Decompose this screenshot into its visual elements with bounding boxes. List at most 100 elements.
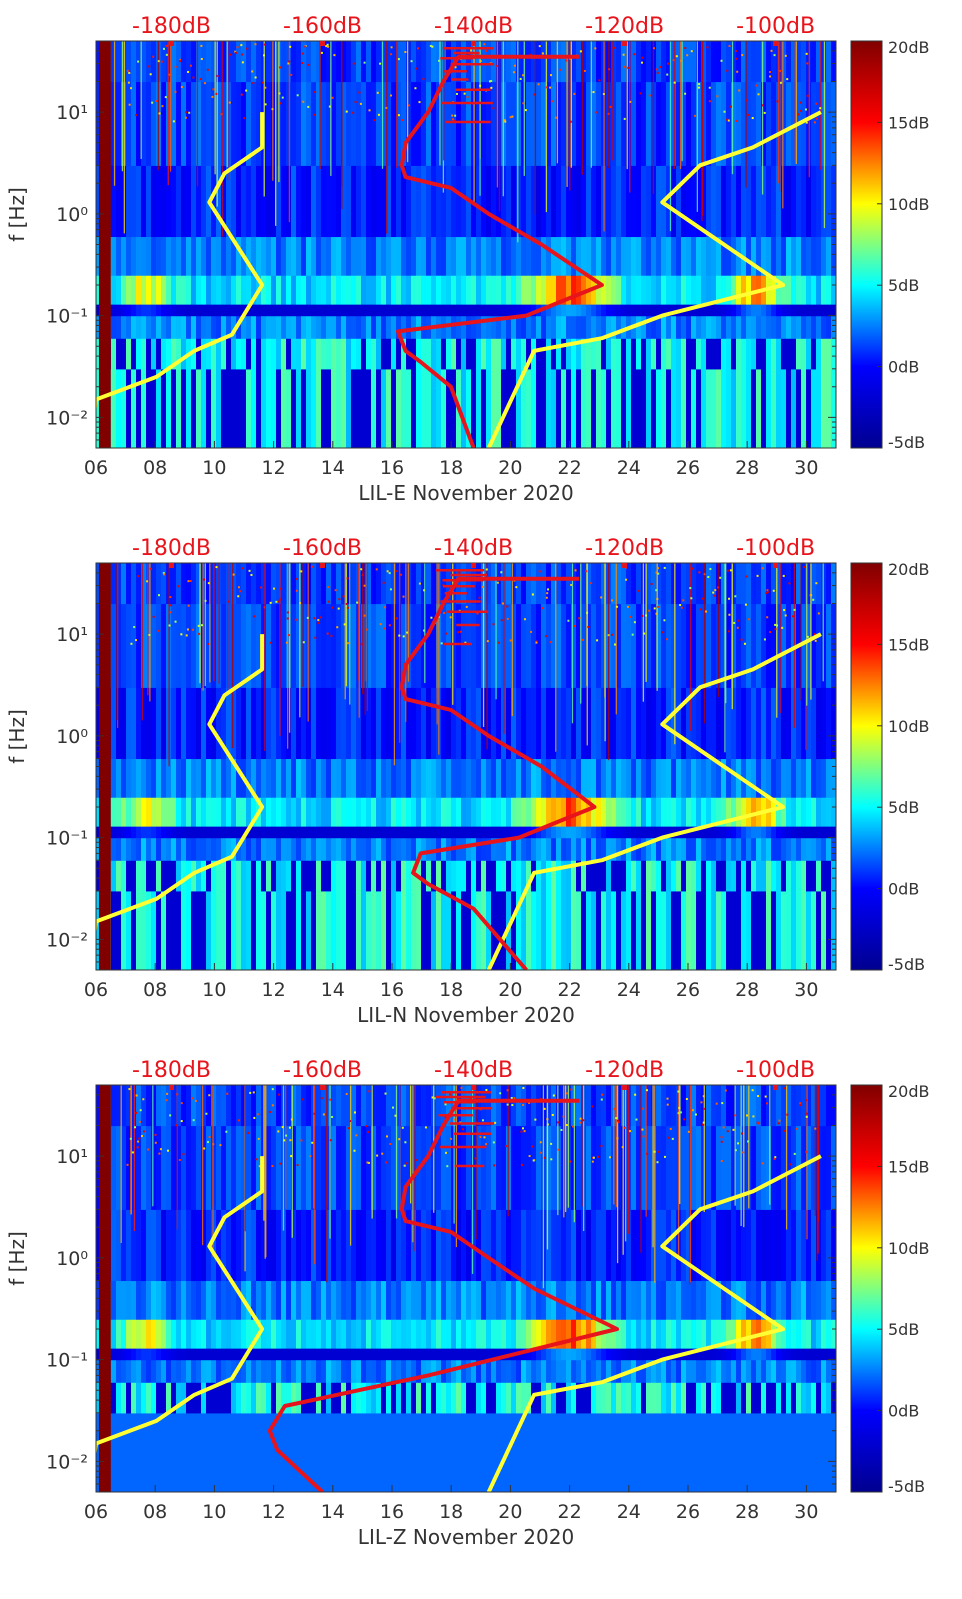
x-tick-label: 08 <box>143 979 167 1001</box>
top-tick-label: -160dB <box>283 14 362 39</box>
colorbar-tick-label: 20dB <box>888 560 930 579</box>
colorbar-tick-label: 5dB <box>888 1320 919 1339</box>
top-tick-label: -180dB <box>132 1058 211 1083</box>
x-tick-label: 18 <box>439 1501 463 1523</box>
top-tick <box>622 563 628 568</box>
dark-band <box>98 41 111 448</box>
dark-band <box>98 563 111 970</box>
top-tick <box>773 41 779 46</box>
top-tick <box>320 1085 326 1090</box>
x-axis-label: LIL-Z November 2020 <box>358 1525 574 1549</box>
top-tick-label: -180dB <box>132 536 211 561</box>
colorbar-tick-label: -5dB <box>888 433 925 452</box>
x-tick-label: 26 <box>676 457 700 479</box>
top-tick <box>622 41 628 46</box>
y-axis-label: f [Hz] <box>5 1231 29 1286</box>
top-tick-label: -160dB <box>283 536 362 561</box>
top-tick <box>320 563 326 568</box>
colorbar <box>850 562 883 971</box>
top-tick-label: -100dB <box>736 1058 815 1083</box>
top-tick-label: -120dB <box>585 14 664 39</box>
x-tick-label: 10 <box>202 1501 226 1523</box>
top-tick-label: -140dB <box>434 14 513 39</box>
x-tick-label: 16 <box>380 979 404 1001</box>
top-tick-label: -140dB <box>434 536 513 561</box>
top-tick-label: -120dB <box>585 536 664 561</box>
top-tick <box>471 1085 477 1090</box>
low-noise-model-line <box>96 112 265 413</box>
y-tick-label: 10⁻² <box>46 1451 88 1473</box>
x-tick-label: 10 <box>202 457 226 479</box>
top-tick-label: -120dB <box>585 1058 664 1083</box>
x-tick-label: 24 <box>617 457 641 479</box>
colorbar-tick-label: 10dB <box>888 195 930 214</box>
colorbar-tick-label: 15dB <box>888 635 930 654</box>
x-tick-label: 16 <box>380 457 404 479</box>
colorbar <box>850 40 883 449</box>
high-noise-model-line <box>486 110 822 448</box>
top-tick-label: -100dB <box>736 14 815 39</box>
x-tick-label: 20 <box>498 1501 522 1523</box>
top-tick <box>471 41 477 46</box>
x-tick-label: 24 <box>617 979 641 1001</box>
y-tick-label: 10⁰ <box>56 1248 88 1270</box>
y-axis-label: f [Hz] <box>5 709 29 764</box>
spectrogram <box>96 563 836 970</box>
x-tick-label: 30 <box>794 979 818 1001</box>
x-tick-label: 06 <box>84 457 108 479</box>
station-median-line <box>399 576 597 970</box>
y-tick-label: 10¹ <box>56 624 88 646</box>
x-tick-label: 28 <box>735 1501 759 1523</box>
colorbar <box>850 1084 883 1493</box>
x-tick-label: 22 <box>558 979 582 1001</box>
top-tick <box>622 1085 628 1090</box>
x-tick-label: 14 <box>321 457 345 479</box>
colorbar-tick-label: 10dB <box>888 1239 930 1258</box>
x-tick-label: 14 <box>321 1501 345 1523</box>
top-tick <box>169 41 175 46</box>
x-tick-label: 12 <box>262 457 286 479</box>
panel-lil-z: 06 08 10 12 14 16 18 20 22 24 26 28 30 LIL-Z November… <box>5 1058 930 1549</box>
colorbar-tick-label: 5dB <box>888 798 919 817</box>
colorbar-tick-label: -5dB <box>888 955 925 974</box>
top-tick-label: -180dB <box>132 14 211 39</box>
station-median-line <box>267 1098 619 1492</box>
y-tick-label: 10¹ <box>56 1146 88 1168</box>
top-tick <box>773 563 779 568</box>
colorbar-tick-label: 20dB <box>888 38 930 57</box>
colorbar-tick-label: 0dB <box>888 1402 919 1421</box>
x-tick-label: 22 <box>558 1501 582 1523</box>
spectrogram <box>96 1085 836 1492</box>
low-noise-model-line <box>96 1156 265 1457</box>
y-tick-label: 10⁻¹ <box>46 1350 88 1372</box>
station-median-line <box>396 54 604 448</box>
x-tick-label: 18 <box>439 979 463 1001</box>
x-tick-label: 26 <box>676 979 700 1001</box>
high-noise-model-line <box>486 632 822 970</box>
top-tick-label: -140dB <box>434 1058 513 1083</box>
y-tick-label: 10⁰ <box>56 204 88 226</box>
x-tick-label: 08 <box>143 1501 167 1523</box>
x-tick-label: 20 <box>498 457 522 479</box>
colorbar-tick-label: 0dB <box>888 880 919 899</box>
top-tick <box>169 563 175 568</box>
low-noise-model-line <box>96 634 265 935</box>
top-tick <box>320 41 326 46</box>
x-tick-label: 06 <box>84 1501 108 1523</box>
y-tick-label: 10⁰ <box>56 726 88 748</box>
y-tick-label: 10⁻² <box>46 407 88 429</box>
top-tick <box>471 563 477 568</box>
x-tick-label: 16 <box>380 1501 404 1523</box>
x-tick-label: 12 <box>262 1501 286 1523</box>
x-axis-label: LIL-E November 2020 <box>358 481 573 505</box>
y-tick-label: 10⁻² <box>46 929 88 951</box>
y-axis-label: f [Hz] <box>5 187 29 242</box>
x-tick-label: 18 <box>439 457 463 479</box>
x-tick-label: 20 <box>498 979 522 1001</box>
x-tick-label: 14 <box>321 979 345 1001</box>
x-tick-label: 30 <box>794 1501 818 1523</box>
x-tick-label: 24 <box>617 1501 641 1523</box>
panel-lil-e: 06 08 10 12 14 16 18 20 22 24 26 28 30 LIL-E November… <box>5 14 930 505</box>
x-tick-label: 30 <box>794 457 818 479</box>
